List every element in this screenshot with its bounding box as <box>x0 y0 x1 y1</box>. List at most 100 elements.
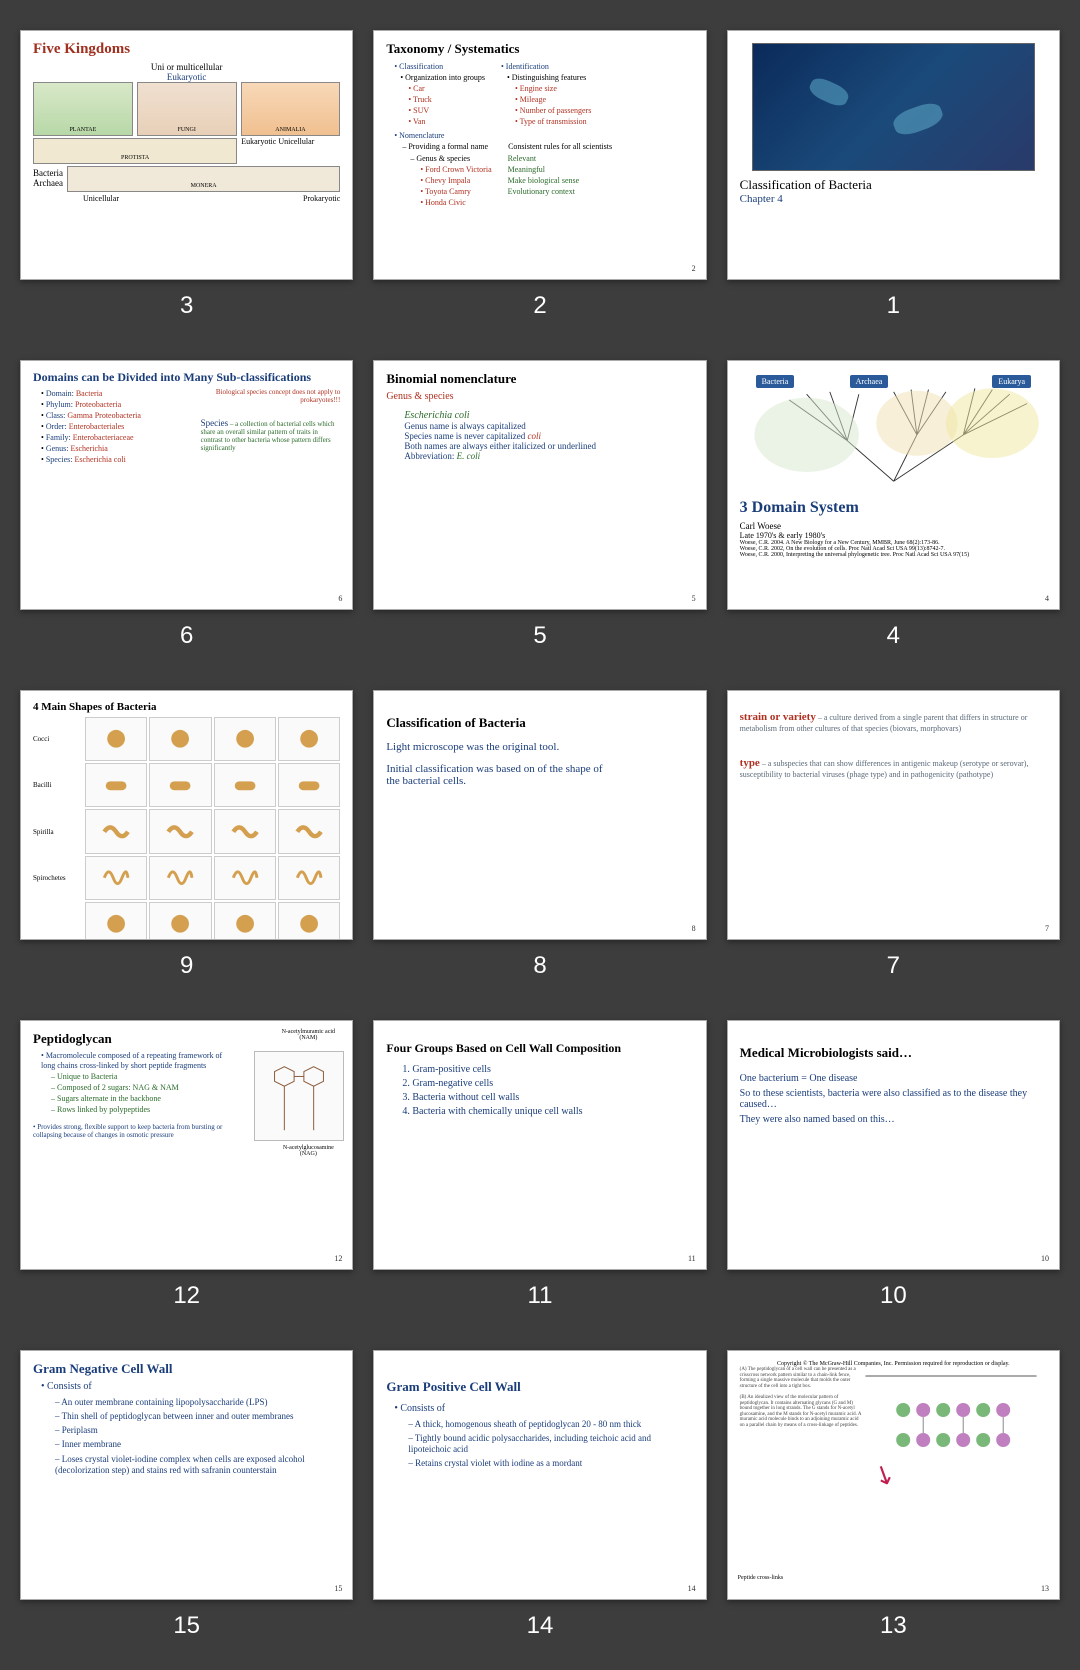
tag-archaea: Archaea <box>850 375 889 388</box>
slide-4-shapes[interactable]: 4 Main Shapes of Bacteria CocciBacilliSp… <box>20 690 353 940</box>
molecule-diagram <box>254 1051 344 1141</box>
slide-classification-bacteria[interactable]: Classification of Bacteria Chapter 4 <box>727 30 1060 280</box>
label: Prokaryotic <box>303 194 340 203</box>
slide-wrap: Gram Negative Cell Wall Consists of An o… <box>20 1350 353 1640</box>
rank-item: Order: Enterobacteriales <box>41 422 195 432</box>
shape-label: Cocci <box>33 717 83 761</box>
shape-cell <box>214 763 276 807</box>
author: Carl Woese <box>740 521 1047 531</box>
page-num: 5 <box>692 594 696 603</box>
slide-wrap: Medical Microbiologists said… One bacter… <box>727 1020 1060 1310</box>
rank-item: Genus: Escherichia <box>41 444 195 454</box>
slide-wrap: strain or variety – a culture derived fr… <box>727 690 1060 980</box>
list-item: Retains crystal violet with iodine as a … <box>408 1458 693 1469</box>
slide-classification-tool[interactable]: Classification of Bacteria Light microsc… <box>373 690 706 940</box>
rank-item: Family: Enterobacteriaceae <box>41 433 195 443</box>
shape-cell <box>214 809 276 853</box>
shape-cell <box>214 856 276 900</box>
slide-wrap: Bacteria Archaea Eukarya 3 Domain System… <box>727 360 1060 650</box>
slide-wrap: Four Groups Based on Cell Wall Compositi… <box>373 1020 706 1310</box>
slide-domains-sub[interactable]: Domains can be Divided into Many Sub-cla… <box>20 360 353 610</box>
slide-gram-negative[interactable]: Gram Negative Cell Wall Consists of An o… <box>20 1350 353 1600</box>
list-item: Inner membrane <box>55 1439 340 1450</box>
shape-cell <box>278 902 340 940</box>
kingdom-animalia: ANIMALIA <box>241 82 341 136</box>
shape-cell <box>85 902 147 940</box>
slide-number: 14 <box>527 1612 554 1640</box>
caption-b: (B) An idealized view of the molecular p… <box>740 1395 863 1455</box>
title: 4 Main Shapes of Bacteria <box>33 701 340 713</box>
title: Classification of Bacteria <box>386 715 693 731</box>
arrow-icon: ↘ <box>868 1457 900 1493</box>
slide-taxonomy[interactable]: Taxonomy / Systematics Classification Or… <box>373 30 706 280</box>
label: Unicellular <box>83 194 119 203</box>
note: Biological species concept does not appl… <box>201 388 341 404</box>
shape-cell <box>214 717 276 761</box>
rank-item: Phylum: Proteobacteria <box>41 400 195 410</box>
shape-cell <box>149 856 211 900</box>
list-item: A thick, homogenous sheath of peptidogly… <box>408 1419 693 1430</box>
shape-cell <box>278 717 340 761</box>
slide-wrap: Binomial nomenclature Genus & species Es… <box>373 360 706 650</box>
term: type <box>740 757 760 769</box>
title: Medical Microbiologists said… <box>740 1045 1047 1061</box>
kingdom-plantae: PLANTAE <box>33 82 133 136</box>
slide-binomial[interactable]: Binomial nomenclature Genus & species Es… <box>373 360 706 610</box>
shape-cell <box>149 717 211 761</box>
title: Binomial nomenclature <box>386 371 693 387</box>
tag-eukarya: Eukarya <box>992 375 1031 388</box>
page-num: 8 <box>692 924 696 933</box>
slide-3-domain[interactable]: Bacteria Archaea Eukarya 3 Domain System… <box>727 360 1060 610</box>
subtitle: Chapter 4 <box>740 193 1047 205</box>
rank-item: Domain: Bacteria <box>41 389 195 399</box>
group-list: Gram-positive cellsGram-negative cellsBa… <box>386 1064 693 1117</box>
title: Gram Positive Cell Wall <box>386 1379 693 1395</box>
kingdom-fungi: FUNGI <box>137 82 237 136</box>
page-num: 10 <box>1041 1254 1049 1263</box>
shape-cell <box>278 763 340 807</box>
page-num: 12 <box>334 1254 342 1263</box>
slide-wrap: Peptidoglycan N-acetylmuramic acid (NAM)… <box>20 1020 353 1310</box>
label: Eukaryotic <box>33 72 340 82</box>
list-item: Tightly bound acidic polysaccharides, in… <box>408 1433 693 1456</box>
list-item: An outer membrane containing lipopolysac… <box>55 1397 340 1408</box>
page-num: 7 <box>1045 924 1049 933</box>
slide-wrap: 4 Main Shapes of Bacteria CocciBacilliSp… <box>20 690 353 980</box>
tag-bacteria: Bacteria <box>756 375 795 388</box>
rank-list: Domain: BacteriaPhylum: ProteobacteriaCl… <box>33 388 195 466</box>
shape-label: Spirochetes <box>33 856 83 900</box>
page-num: 15 <box>334 1584 342 1593</box>
shape-cell <box>149 902 211 940</box>
text: Initial classification was based on of t… <box>386 763 616 787</box>
slide-four-groups[interactable]: Four Groups Based on Cell Wall Compositi… <box>373 1020 706 1270</box>
definition: – a subspecies that can show differences… <box>740 759 1029 779</box>
title: 3 Domain System <box>740 499 1047 517</box>
group-item: Gram-positive cells <box>412 1064 693 1075</box>
text: Light microscope was the original tool. <box>386 741 601 753</box>
slide-wrap: Taxonomy / Systematics Classification Or… <box>373 30 706 320</box>
slide-peptidoglycan[interactable]: Peptidoglycan N-acetylmuramic acid (NAM)… <box>20 1020 353 1270</box>
label: Eukaryotic Unicellular <box>241 138 340 164</box>
shape-label: Bacilli <box>33 763 83 807</box>
slide-number: 15 <box>173 1612 200 1640</box>
heading: Identification <box>501 62 591 72</box>
group-item: Bacteria with chemically unique cell wal… <box>412 1106 693 1117</box>
slide-medical-micro[interactable]: Medical Microbiologists said… One bacter… <box>727 1020 1060 1270</box>
slide-number: 10 <box>880 1282 907 1310</box>
slide-peptidoglycan-diagram[interactable]: Copyright © The McGraw-Hill Companies, I… <box>727 1350 1060 1600</box>
shapes-grid: CocciBacilliSpirillaSpirochetes <box>33 717 340 895</box>
title: Five Kingdoms <box>33 41 340 58</box>
heading: Nomenclature <box>394 131 693 141</box>
term: strain or variety <box>740 711 816 723</box>
page-num: 11 <box>688 1254 696 1263</box>
slide-number: 2 <box>533 292 546 320</box>
slide-wrap: Gram Positive Cell Wall Consists of A th… <box>373 1350 706 1640</box>
shape-cell <box>278 856 340 900</box>
slide-gram-positive[interactable]: Gram Positive Cell Wall Consists of A th… <box>373 1350 706 1600</box>
bacteria-image <box>752 43 1035 171</box>
slide-number: 7 <box>887 952 900 980</box>
slide-five-kingdoms[interactable]: Five Kingdoms Uni or multicellular Eukar… <box>20 30 353 280</box>
slide-number: 11 <box>528 1282 553 1310</box>
slide-strain-type[interactable]: strain or variety – a culture derived fr… <box>727 690 1060 940</box>
shape-cell <box>149 763 211 807</box>
